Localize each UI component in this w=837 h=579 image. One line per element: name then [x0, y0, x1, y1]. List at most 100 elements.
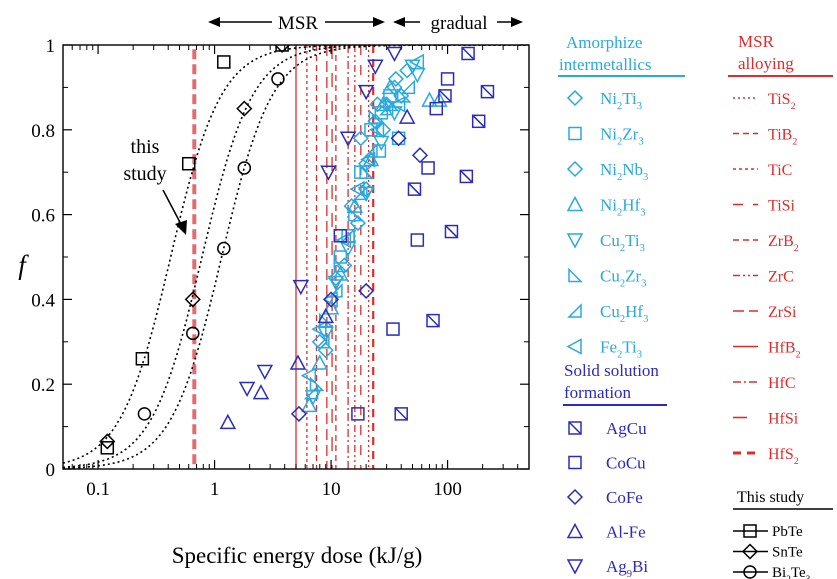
legend-label-cocu: CoCu [606, 454, 646, 473]
point-al-fe-3 [317, 307, 334, 324]
y-axis-label: f [18, 250, 29, 280]
point-cu2ti3-3 [373, 135, 390, 152]
annotation-arrowhead [175, 220, 187, 235]
point-cocu-5 [351, 407, 365, 421]
y-tick-label: 0 [46, 460, 56, 481]
legend-msr-title-2: alloying [738, 54, 794, 73]
point-study-pbte-2 [181, 156, 196, 171]
point-ni2nb3-0 [369, 96, 386, 113]
point-al-fe-4 [398, 108, 416, 124]
region-labels: MSR gradual [208, 13, 523, 34]
point-cofe-2 [290, 405, 308, 422]
legend-marker-cu2ti3 [566, 233, 584, 249]
legend-solid-solution: Solid solution formation AgCu CoCu CoFe Al-… [563, 361, 667, 579]
legend-solid-title-2: formation [564, 383, 632, 402]
legend-amorphize-title-1: Amorphize [566, 33, 642, 52]
point-agcu-8 [438, 89, 452, 103]
legend-msr: MSR alloying TiS2 TiB2 TiC TiSi ZrB2 ZrC ZrSi H… [728, 32, 833, 467]
point-cu2hf3-6 [315, 333, 330, 349]
point-cofe-4 [390, 130, 407, 147]
point-ag9bi-3 [339, 131, 357, 147]
x-axis-ticks: 0.1 1 10 100 [71, 45, 519, 500]
legend-label-tis2: TiS2 [768, 91, 796, 112]
y-tick-label: 0.4 [31, 290, 55, 311]
point-study-snte-2 [236, 100, 253, 117]
y-tick-label: 0.2 [31, 375, 55, 396]
point-agcu-6 [394, 407, 408, 421]
legend-solid-title-1: Solid solution [564, 361, 659, 380]
msr-region-label: MSR [278, 13, 318, 34]
legend-marker-ni2hf3 [566, 195, 584, 212]
point-ag9bi-4 [320, 165, 337, 181]
point-fe2ti3-7 [311, 320, 327, 338]
legend-label-hfsi: HfSi [768, 411, 799, 428]
legend-label-ni2nb3: Ni2Nb3 [600, 160, 648, 183]
fit-curve-bi2te3 [63, 45, 529, 469]
point-fe2ti3-5 [335, 231, 352, 249]
legend-label-al-fe: Al-Fe [606, 523, 646, 542]
legend-label-study-bi2te3: Bi2Te3 [772, 565, 811, 579]
point-ag9bi-1 [367, 59, 384, 75]
legend-label-cu2zr3: Cu2Zr3 [600, 267, 646, 290]
point-cocu-1 [429, 101, 444, 116]
point-cofe-3 [323, 291, 340, 308]
point-fe2ti3-8 [300, 367, 317, 384]
point-ni2hf3-5 [346, 197, 364, 213]
legend-label-study-snte: SnTe [772, 545, 803, 561]
y-axis-ticks: 0 0.2 0.4 0.6 0.8 1 [31, 36, 529, 481]
point-cu2zr3-3 [359, 164, 374, 179]
legend-label-tic: TiC [768, 162, 792, 179]
point-study-snte-1 [184, 291, 201, 308]
point-ni2hf3-2 [421, 91, 438, 107]
point-al-fe-0 [289, 354, 307, 370]
legend-marker-cu2hf3 [567, 303, 582, 318]
legend-label-ni2zr3: Ni2Zr3 [600, 125, 644, 148]
point-ni2nb3-1 [387, 70, 404, 87]
point-cocu-3 [410, 233, 425, 247]
legend-marker-fe2ti3 [566, 338, 582, 355]
legend-label-zrc: ZrC [768, 269, 794, 286]
point-fe2ti3-2 [408, 53, 425, 71]
point-study-pbte-0 [100, 441, 115, 455]
point-agcu-7 [407, 182, 422, 196]
point-fe2ti3-3 [360, 151, 376, 168]
legend-label-tisi: TiSi [768, 198, 796, 215]
legend-marker-cu2zr3 [568, 267, 583, 283]
point-fe2ti3-6 [322, 291, 338, 308]
point-fe2ti3-0 [368, 121, 385, 139]
plot-area [63, 45, 529, 469]
point-cu2ti3-6 [327, 275, 345, 292]
point-al-fe-1 [252, 384, 270, 400]
point-cu2zr3-7 [309, 376, 325, 391]
point-cocu-6 [333, 229, 348, 243]
point-study-snte-0 [99, 433, 116, 450]
legend-label-ni2ti3: Ni2Ti3 [600, 89, 642, 112]
point-ni2hf3-7 [322, 299, 340, 315]
point-ni2nb3-5 [336, 257, 353, 274]
x-tick-label: 0.1 [86, 479, 110, 500]
x-tick-label: 10 [322, 479, 341, 500]
annotation-line-2: study [123, 163, 166, 185]
point-ag9bi-2 [357, 84, 375, 101]
point-ni2hf3-8 [311, 354, 329, 370]
legend-label-cu2hf3: Cu2Hf3 [600, 302, 648, 325]
point-agcu-2 [471, 114, 486, 129]
this-study-annotation: this study [123, 136, 187, 235]
legend-label-study-pbte: PbTe [772, 524, 803, 540]
legend-marker-study-pbte [743, 524, 757, 538]
point-ni2nb3-6 [317, 342, 334, 359]
point-cu2zr3-4 [348, 206, 363, 222]
legend-marker-ni2nb3 [566, 160, 584, 178]
point-ni2ti3-2 [386, 79, 403, 96]
point-cu2zr3-5 [333, 257, 349, 273]
point-fe2ti3-1 [390, 96, 406, 113]
point-ni2hf3-0 [374, 95, 392, 112]
legend-label-fe2ti3: Fe2Ti3 [600, 338, 642, 361]
legend-label-hfs2: HfS2 [768, 446, 799, 467]
legend-label-tib2: TiB2 [768, 127, 797, 148]
point-agcu-3 [459, 169, 474, 184]
point-ni2hf3-1 [381, 78, 399, 95]
point-cu2hf3-7 [303, 384, 319, 400]
